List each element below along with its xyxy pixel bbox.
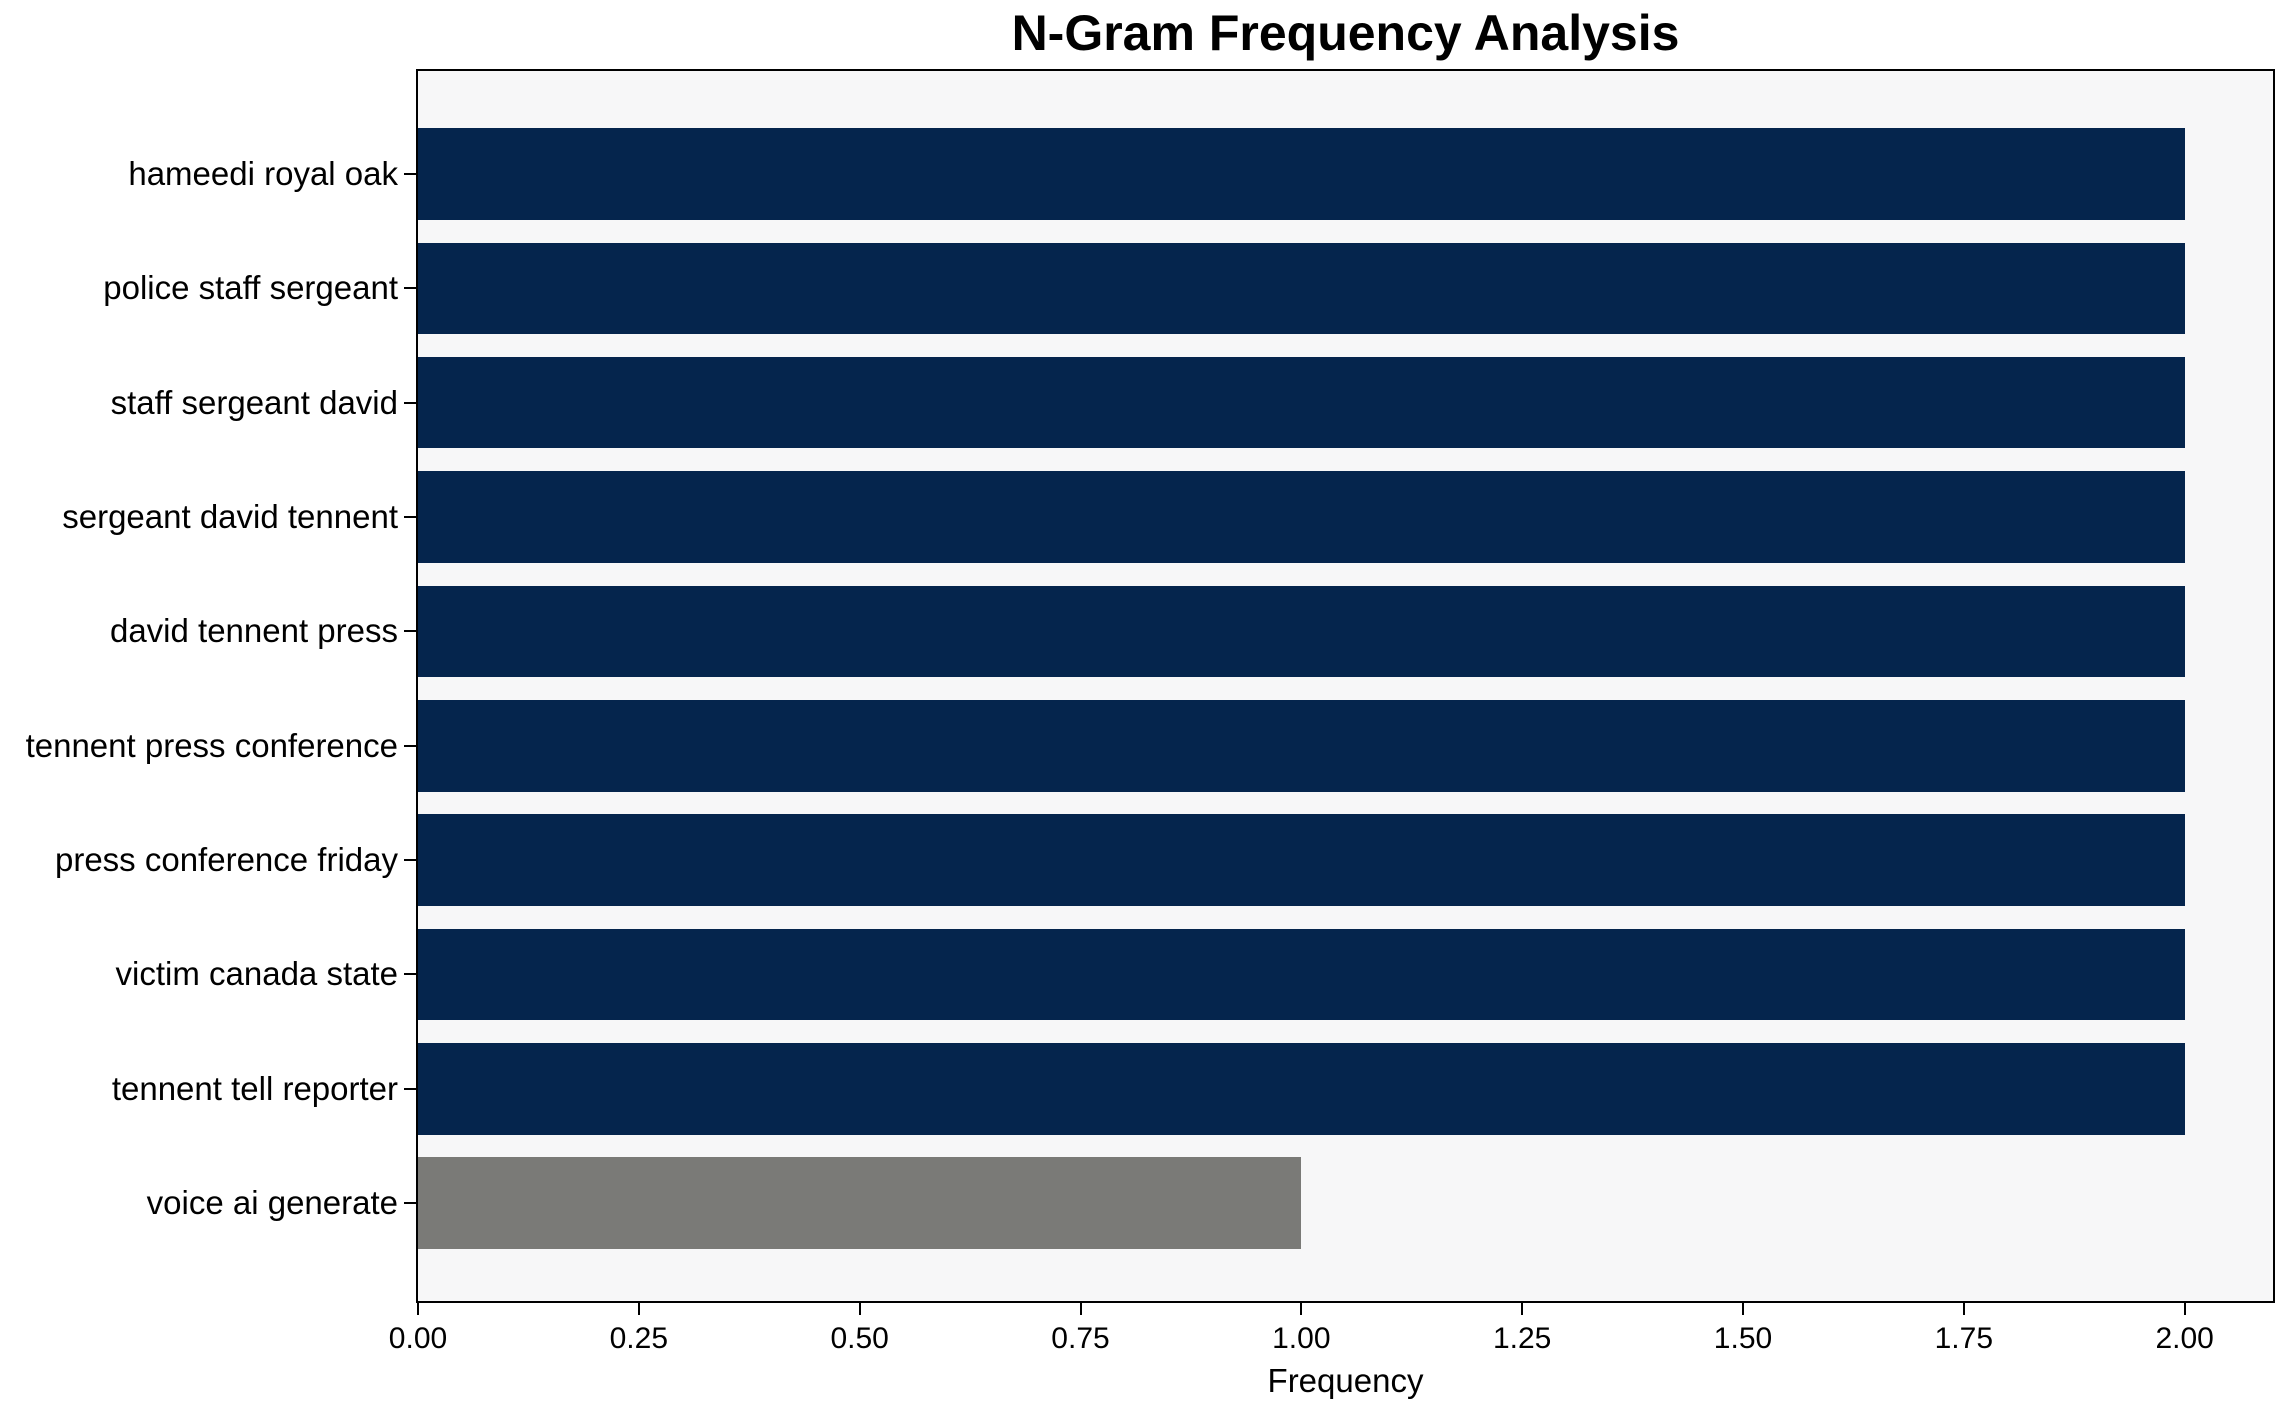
x-tick [858,1303,861,1315]
y-tick-label: tennent tell reporter [111,1069,398,1107]
x-tick-label: 1.50 [1713,1322,1773,1355]
x-tick [1300,1303,1303,1315]
y-tick [404,287,416,290]
x-tick [1962,1303,1965,1315]
x-tick [1742,1303,1744,1315]
y-tick [404,859,416,862]
y-tick-label: police staff sergeant [103,269,398,307]
x-tick-label: 0.50 [830,1322,889,1355]
bar-press-conference-friday [418,814,2185,906]
bar-tennent-tell-reporter [418,1043,2185,1135]
x-tick-label: 1.25 [1492,1322,1552,1355]
x-tick-label: 0.25 [609,1322,669,1355]
bar-police-staff-sergeant [418,242,2185,335]
x-tick [417,1303,419,1315]
y-tick [404,630,416,633]
x-tick [2183,1303,2186,1315]
x-tick-label: 1.00 [1272,1322,1331,1355]
x-tick [637,1303,640,1315]
x-tick-label: 2.00 [2155,1322,2214,1355]
x-axis-title: Frequency [1267,1362,1424,1399]
bar-voice-ai-generate [418,1157,1302,1249]
y-tick-label: victim canada state [115,955,398,993]
bar-hameedi-royal-oak [418,128,2185,220]
x-tick [1521,1303,1524,1315]
bar-tennent-press-conference [418,700,2185,792]
plot-area [416,69,2275,1303]
chart-title: N-Gram Frequency Analysis [1011,5,1680,61]
y-tick-label: voice ai generate [146,1184,398,1222]
x-tick [1079,1303,1082,1315]
y-tick [404,401,416,404]
y-tick-label: press conference friday [54,841,398,879]
y-tick-label: sergeant david tennent [62,498,398,536]
y-tick-label: staff sergeant david [110,383,398,421]
x-tick-label: 0.00 [388,1322,448,1355]
bar-david-tennent-press [418,585,2185,678]
x-tick-label: 1.75 [1934,1322,1994,1355]
y-tick [404,516,416,519]
y-tick-label: tennent press conference [25,726,398,764]
bar-staff-sergeant-david [418,356,2185,449]
bar-sergeant-david-tennent [418,471,2185,563]
y-tick [404,1202,416,1205]
x-tick-label: 0.75 [1051,1322,1110,1355]
y-tick [404,744,416,747]
y-tick-label: david tennent press [109,612,398,650]
y-tick [404,1087,416,1090]
y-tick-label: hameedi royal oak [128,155,398,192]
bar-victim-canada-state [418,928,2185,1021]
y-tick [404,973,416,976]
y-tick [404,173,416,175]
